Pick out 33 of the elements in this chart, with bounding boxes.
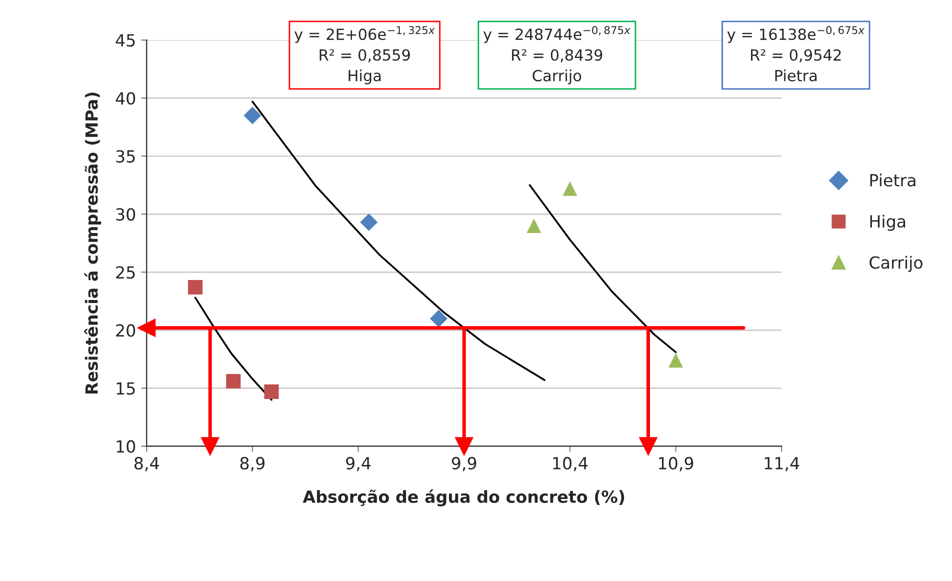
y-tick-label: 10 <box>116 440 136 453</box>
x-tick-label: 8,9 <box>240 456 265 472</box>
y-tick-label: 30 <box>116 208 136 221</box>
x-axis-title: Absorção de água do concreto (%) <box>302 489 624 506</box>
x-tick-label: 9,9 <box>452 456 476 472</box>
point <box>562 181 578 196</box>
point <box>668 353 684 368</box>
y-tick-label: 15 <box>116 382 135 395</box>
y-axis-title: Resistência á compressão (MPa) <box>84 92 102 394</box>
legend-label: Higa <box>870 214 906 231</box>
y-tick-label: 35 <box>116 150 135 163</box>
legend-label: Pietra <box>870 174 916 187</box>
point <box>264 384 279 399</box>
point <box>188 280 203 295</box>
y-tick-label: 25 <box>116 266 135 279</box>
line-series <box>252 100 546 381</box>
x-tick-label: 10,4 <box>553 456 588 472</box>
x-tick-label: 10,9 <box>659 456 694 472</box>
y-tick-label: 40 <box>116 92 136 105</box>
point <box>430 310 448 328</box>
point <box>360 213 378 232</box>
legend-label: Carrijo <box>870 256 922 272</box>
text: y = 2E+06e$^{−1,325x}$ R² = 0,8559 Higa <box>294 26 435 84</box>
x-tick-label: 11,4 <box>764 457 800 472</box>
y-tick-label: 45 <box>116 34 135 47</box>
x-tick-label: 8,4 <box>134 456 159 472</box>
x-tick-label: 9,4 <box>346 456 371 472</box>
point <box>244 106 262 124</box>
y-tick-label: 20 <box>116 324 136 337</box>
point <box>226 374 241 389</box>
text: y = 16138e$^{−0,675x}$ R² = 0,9542 Pietra <box>727 26 865 82</box>
text: y = 248744e$^{−0,875x}$ R² = 0,8439 Carrijo <box>483 26 630 84</box>
point <box>526 218 542 234</box>
